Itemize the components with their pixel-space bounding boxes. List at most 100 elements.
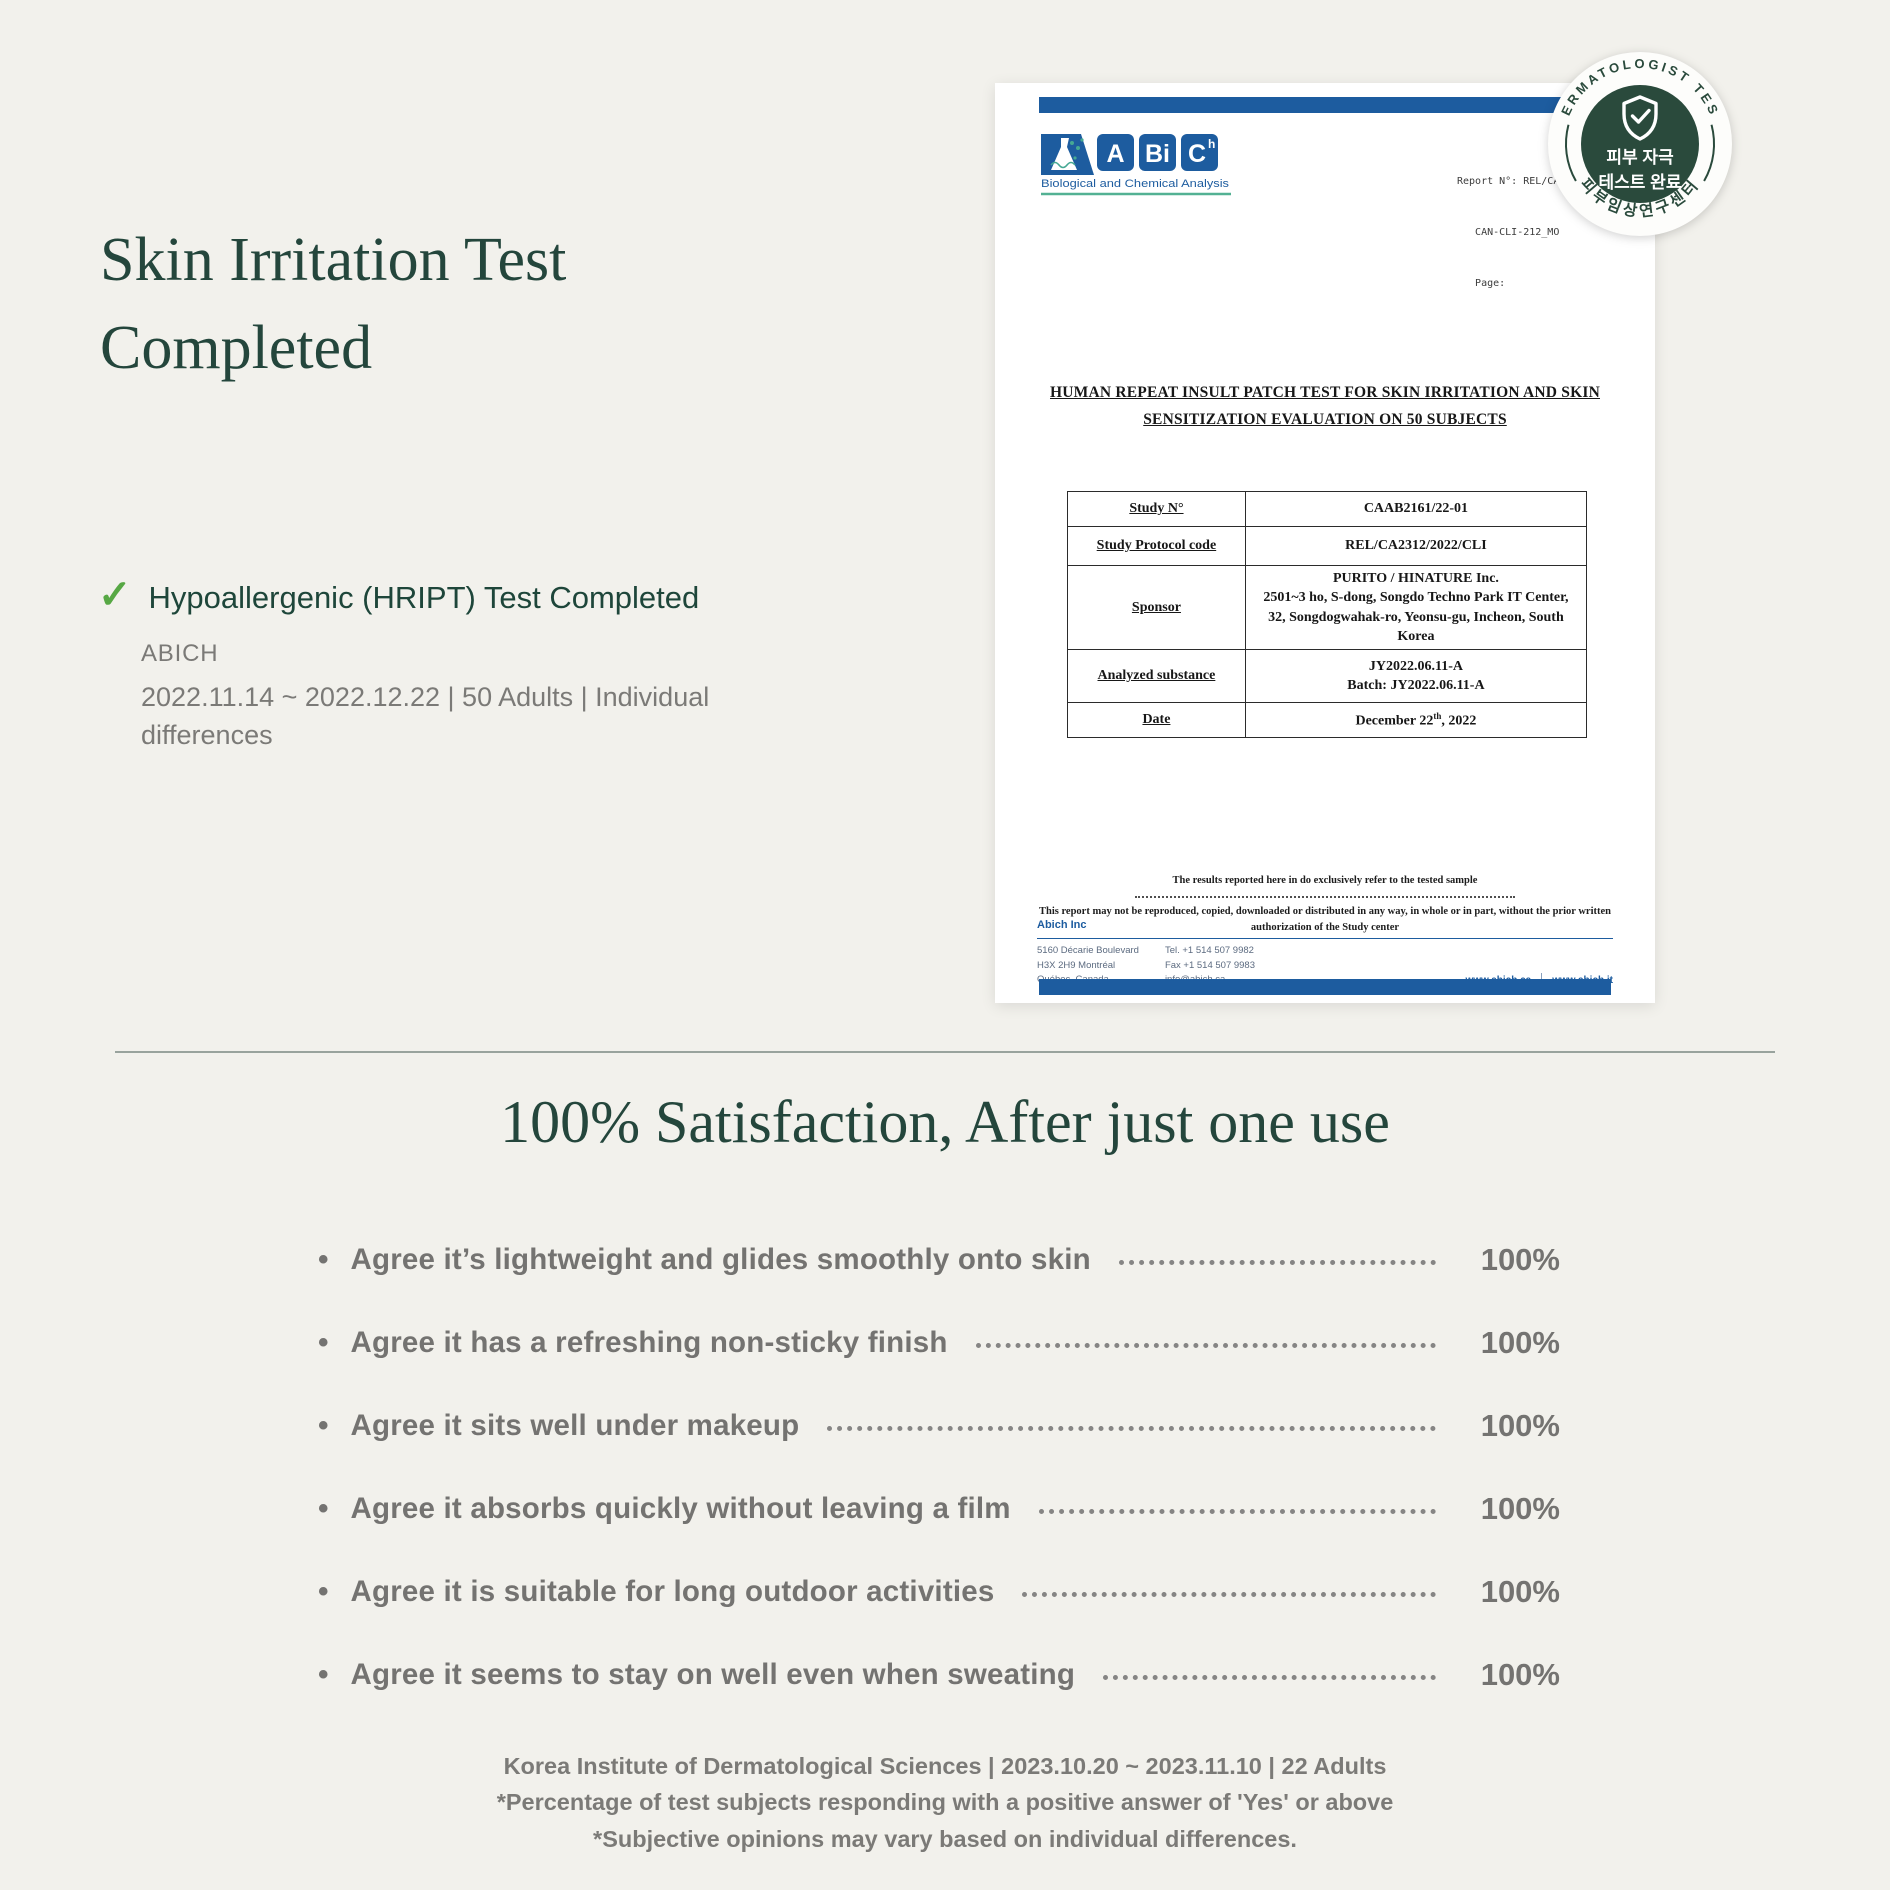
row-label: Study Protocol code (1096, 538, 1217, 553)
list-item: • Agree it sits well under makeup 100% (318, 1402, 1560, 1450)
row-label: Study N° (1129, 501, 1184, 516)
page-title-line2: Completed (100, 314, 373, 383)
sponsor-name: PURITO / HINATURE Inc. (1332, 571, 1499, 586)
sponsor-address: 2501~3 ho, S-dong, Songdo Techno Park IT… (1263, 590, 1569, 644)
row-value: CAAB2161/22-01 (1244, 491, 1588, 527)
certificate-title: HUMAN REPEAT INSULT PATCH TEST FOR SKIN … (1050, 384, 1600, 429)
dotted-leader (1118, 1259, 1436, 1265)
dotted-leader (975, 1342, 1436, 1348)
item-label: Agree it absorbs quickly without leaving… (350, 1492, 1011, 1525)
badge-left-arc (1564, 124, 1577, 182)
date-value-rest: , 2022 (1441, 713, 1477, 729)
footnote-subjective: *Subjective opinions may vary based on i… (593, 1825, 1297, 1852)
row-value: REL/CA2312/2022/CLI (1244, 526, 1588, 566)
dotted-leader (1038, 1508, 1436, 1514)
item-label: Agree it seems to stay on well even when… (350, 1658, 1076, 1691)
item-value: 100% (1480, 1657, 1560, 1692)
page-title-line1: Skin Irritation Test (100, 226, 567, 294)
flask-wave (1050, 161, 1076, 169)
footnote-percentage: *Percentage of test subjects responding … (496, 1789, 1394, 1816)
badge-right-arc (1703, 124, 1716, 182)
report-number-block: Report N°: REL/CA2312 CAN-CLI-212_MO Pag… (1457, 139, 1583, 326)
test-details: 2022.11.14 ~ 2022.12.22 | 50 Adults | In… (141, 682, 710, 751)
logo-letter-c: C (1188, 140, 1206, 168)
item-label: Agree it’s lightweight and glides smooth… (350, 1243, 1091, 1276)
certificate-document: A Bi C h Biological and Chemical Analysi… (995, 83, 1655, 1003)
copyright-note: This report may not be reproduced, copie… (1038, 906, 1611, 933)
item-label: Agree it has a refreshing non-sticky fin… (350, 1326, 948, 1359)
row-label: Date (1142, 712, 1171, 728)
footer-rule (1037, 938, 1613, 939)
dotted-separator (1135, 896, 1515, 898)
hript-check-row: ✓ Hypoallergenic (HRIPT) Test Completed (98, 573, 700, 618)
certificate-bottom-bar (1039, 979, 1611, 995)
test-lab-name: ABICH (141, 640, 219, 667)
logo-box-c (1181, 134, 1218, 171)
logo-letter-bi: Bi (1145, 140, 1170, 168)
satisfaction-list: • Agree it’s lightweight and glides smoo… (318, 1236, 1560, 1734)
list-item: • Agree it has a refreshing non-sticky f… (318, 1319, 1560, 1367)
badge-inner-circle (1581, 85, 1699, 203)
row-label: Sponsor (1131, 599, 1181, 615)
page-title: Skin Irritation Test Completed (100, 216, 860, 392)
row-label: Analyzed substance (1097, 668, 1216, 684)
table-row: Sponsor PURITO / HINATURE Inc. 2501~3 ho… (1067, 564, 1588, 651)
certificate-top-bar (1039, 97, 1611, 113)
bullet-icon: • (318, 1409, 329, 1442)
certificate-table: Study N° CAAB2161/22-01 Study Protocol c… (1067, 491, 1588, 739)
abich-company-name: Abich Inc (1037, 919, 1087, 931)
checkmark-icon: ✓ (98, 573, 132, 617)
flask-dot (1076, 146, 1080, 150)
abich-logo: A Bi C h Biological and Chemical Analysi… (1041, 134, 1231, 196)
dotted-leader (1022, 1591, 1436, 1597)
item-label: Agree it is suitable for long outdoor ac… (350, 1575, 995, 1608)
table-row: Analyzed substance JY2022.06.11-A Batch:… (1067, 649, 1588, 704)
list-item: • Agree it is suitable for long outdoor … (318, 1568, 1560, 1616)
bullet-icon: • (318, 1658, 329, 1691)
footnotes: Korea Institute of Dermatological Scienc… (0, 1748, 1890, 1857)
date-value: December 22 (1355, 713, 1434, 729)
bullet-icon: • (318, 1575, 329, 1608)
satisfaction-title: 100% Satisfaction, After just one use (500, 1089, 1390, 1155)
logo-letter-h-sup: h (1208, 137, 1215, 151)
hript-check-label: Hypoallergenic (HRIPT) Test Completed (148, 580, 700, 615)
logo-letter-a: A (1106, 140, 1124, 168)
badge-line2: 테스트 완료 (1599, 173, 1682, 192)
dotted-leader (827, 1425, 1436, 1431)
flask-dot (1073, 156, 1077, 160)
logo-box-a (1097, 134, 1134, 171)
date-sup: th (1433, 710, 1442, 721)
badge-line1: 피부 자극 (1606, 148, 1674, 167)
table-row: Study Protocol code REL/CA2312/2022/CLI (1067, 526, 1588, 566)
table-row: Date December 22th, 2022 (1067, 702, 1588, 739)
shield-check-icon (1630, 108, 1651, 124)
section-divider (115, 1051, 1775, 1053)
report-line: Page: (1457, 278, 1506, 289)
dermatologist-test-badge: DERMATOLOGIST TEST 피부임상연구센터 피부 자극 테스트 완료 (1546, 50, 1732, 236)
bullet-icon: • (318, 1326, 329, 1359)
footnote-source: Korea Institute of Dermatological Scienc… (503, 1753, 1387, 1779)
item-value: 100% (1480, 1574, 1560, 1609)
list-item: • Agree it’s lightweight and glides smoo… (318, 1236, 1560, 1284)
substance-code: JY2022.06.11-A (1368, 658, 1463, 674)
item-value: 100% (1480, 1242, 1560, 1277)
item-label: Agree it sits well under makeup (350, 1409, 800, 1442)
bullet-icon: • (318, 1243, 329, 1276)
report-line: Report N°: REL/CA2312 (1457, 176, 1584, 187)
report-line: CAN-CLI-212_MO (1457, 227, 1560, 238)
table-row: Study N° CAAB2161/22-01 (1067, 491, 1588, 527)
item-value: 100% (1480, 1491, 1560, 1526)
dotted-leader (1103, 1674, 1436, 1680)
item-value: 100% (1480, 1325, 1560, 1360)
results-note: The results reported here in do exclusiv… (1172, 875, 1478, 886)
shield-icon (1622, 95, 1658, 141)
item-value: 100% (1480, 1408, 1560, 1443)
flask-dot (1070, 141, 1074, 145)
logo-box-bi (1139, 134, 1176, 171)
substance-batch: Batch: JY2022.06.11-A (1347, 678, 1485, 694)
list-item: • Agree it seems to stay on well even wh… (318, 1651, 1560, 1699)
logo-subtitle: Biological and Chemical Analysis (1041, 178, 1230, 190)
bullet-icon: • (318, 1492, 329, 1525)
list-item: • Agree it absorbs quickly without leavi… (318, 1485, 1560, 1533)
